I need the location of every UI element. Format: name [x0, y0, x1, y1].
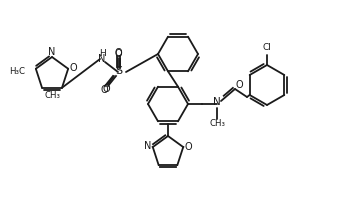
Text: O: O — [185, 142, 192, 152]
Text: O: O — [114, 48, 122, 58]
Text: O: O — [102, 84, 110, 94]
Text: N: N — [48, 47, 56, 57]
Text: O: O — [114, 49, 122, 59]
Text: O: O — [100, 85, 108, 95]
Text: N: N — [98, 54, 106, 64]
Text: N: N — [213, 97, 221, 107]
Text: CH₃: CH₃ — [44, 91, 60, 100]
Text: N: N — [144, 141, 151, 151]
Text: O: O — [235, 80, 243, 90]
Text: S: S — [115, 66, 123, 76]
Text: H₃C: H₃C — [9, 67, 25, 76]
Text: Cl: Cl — [262, 44, 272, 52]
Text: CH₃: CH₃ — [209, 119, 225, 129]
Text: O: O — [70, 63, 77, 73]
Text: H: H — [99, 48, 105, 57]
